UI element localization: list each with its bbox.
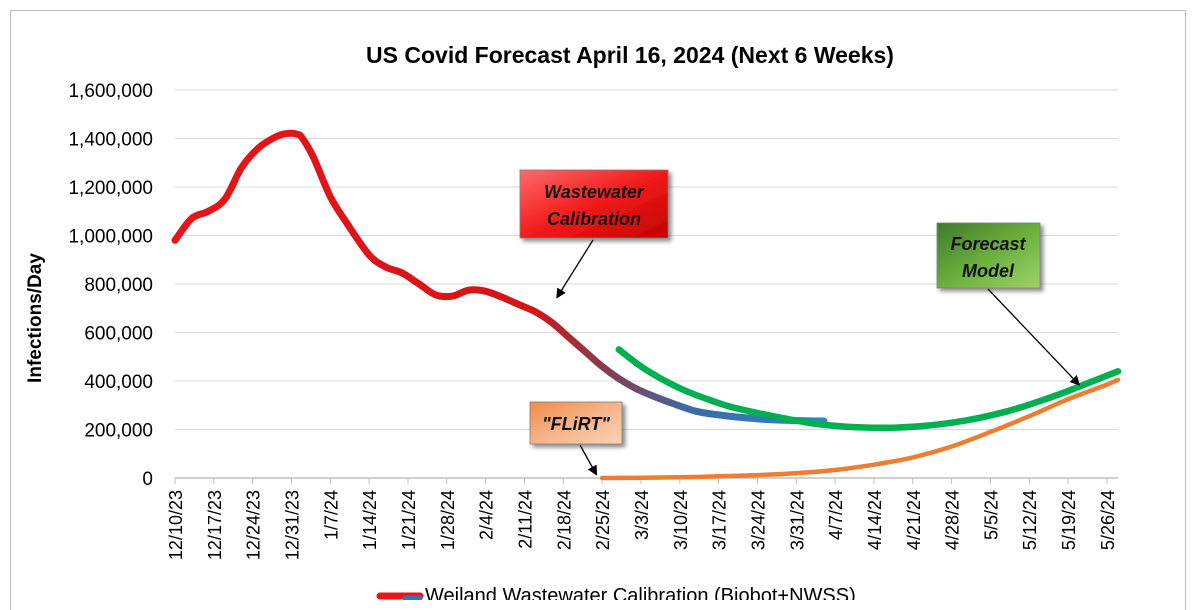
y-axis-label: Infections/Day bbox=[25, 253, 46, 383]
x-tick-label: 12/31/23 bbox=[282, 490, 302, 560]
series-layer bbox=[171, 129, 1122, 481]
x-tick-label: 4/28/24 bbox=[943, 490, 963, 550]
chart-title: US Covid Forecast April 16, 2024 (Next 6… bbox=[366, 42, 894, 68]
annotation-text: Calibration bbox=[547, 209, 641, 229]
annotation-text: Wastewater bbox=[544, 182, 645, 202]
annotation-text: Forecast bbox=[950, 234, 1026, 254]
x-tick-label: 4/21/24 bbox=[904, 490, 924, 550]
x-tick-label: 3/10/24 bbox=[671, 490, 691, 550]
annotation-arrow bbox=[556, 239, 594, 299]
x-tick-label: 1/14/24 bbox=[360, 490, 380, 550]
x-tick-label: 12/17/23 bbox=[205, 490, 225, 560]
x-tick-label: 4/7/24 bbox=[826, 490, 846, 540]
y-tick-label: 1,400,000 bbox=[68, 130, 153, 151]
x-tick-label: 5/12/24 bbox=[1020, 490, 1040, 550]
x-tick-label: 2/18/24 bbox=[554, 490, 574, 550]
x-tick-label: 3/31/24 bbox=[787, 490, 807, 550]
x-tick-labels: 12/10/23 12/17/23 12/24/23 12/31/23 1/7/24 1/… bbox=[166, 478, 1118, 560]
x-tick-label: 5/5/24 bbox=[981, 490, 1001, 540]
x-tick-label: 4/14/24 bbox=[865, 490, 885, 550]
y-tick-label: 0 bbox=[142, 469, 153, 490]
x-tick-label: 2/25/24 bbox=[593, 490, 613, 550]
y-tick-label: 400,000 bbox=[84, 372, 153, 393]
x-tick-label: 12/10/23 bbox=[166, 490, 186, 560]
y-tick-label: 800,000 bbox=[84, 275, 153, 296]
annotation-arrow bbox=[987, 288, 1081, 386]
annotation-forecast: Forecast Model bbox=[936, 222, 1081, 386]
legend: Weiland Wastewater Calibration (Biobot+N… bbox=[376, 585, 856, 600]
annotation-box bbox=[529, 401, 623, 445]
x-tick-label: 2/4/24 bbox=[477, 490, 497, 540]
y-tick-label: 600,000 bbox=[84, 324, 153, 345]
x-tick-label: 5/19/24 bbox=[1059, 490, 1079, 550]
series-line-wastewater bbox=[171, 129, 828, 425]
x-tick-label: 1/28/24 bbox=[438, 490, 458, 550]
annotation-text: "FLiRT" bbox=[542, 414, 610, 434]
x-tick-label: 3/17/24 bbox=[710, 490, 730, 550]
annotation-layer: Wastewater Calibration Forecast Model "FLiRT… bbox=[519, 169, 1081, 476]
x-tick-label: 1/7/24 bbox=[321, 490, 341, 540]
chart-frame bbox=[10, 10, 1186, 610]
annotation-box bbox=[519, 169, 669, 239]
x-tick-label: 2/11/24 bbox=[515, 490, 535, 549]
x-tick-label: 3/24/24 bbox=[748, 490, 768, 550]
y-tick-label: 1,600,000 bbox=[68, 81, 153, 102]
annotation-box bbox=[936, 222, 1041, 289]
x-tick-label: 1/21/24 bbox=[399, 490, 419, 550]
y-tick-label: 200,000 bbox=[84, 421, 153, 442]
annotation-flirt: "FLiRT" bbox=[529, 401, 623, 476]
x-tick-label: 12/24/23 bbox=[244, 490, 264, 560]
annotation-text: Model bbox=[962, 261, 1015, 281]
y-tick-label: 1,000,000 bbox=[68, 227, 153, 248]
y-tick-labels: 0 200,000 400,000 600,000 800,000 1,000,000 1,… bbox=[68, 81, 153, 490]
x-tick-label: 3/3/24 bbox=[632, 490, 652, 540]
x-tick-label: 5/26/24 bbox=[1098, 490, 1118, 550]
annotation-arrow bbox=[579, 444, 598, 476]
series-line-forecast bbox=[615, 346, 1122, 431]
legend-label-wastewater: Weiland Wastewater Calibration (Biobot+N… bbox=[425, 585, 856, 600]
series-line-flirt bbox=[599, 377, 1121, 481]
annotation-wastewater: Wastewater Calibration bbox=[519, 169, 669, 299]
y-tick-label: 1,200,000 bbox=[68, 178, 153, 199]
